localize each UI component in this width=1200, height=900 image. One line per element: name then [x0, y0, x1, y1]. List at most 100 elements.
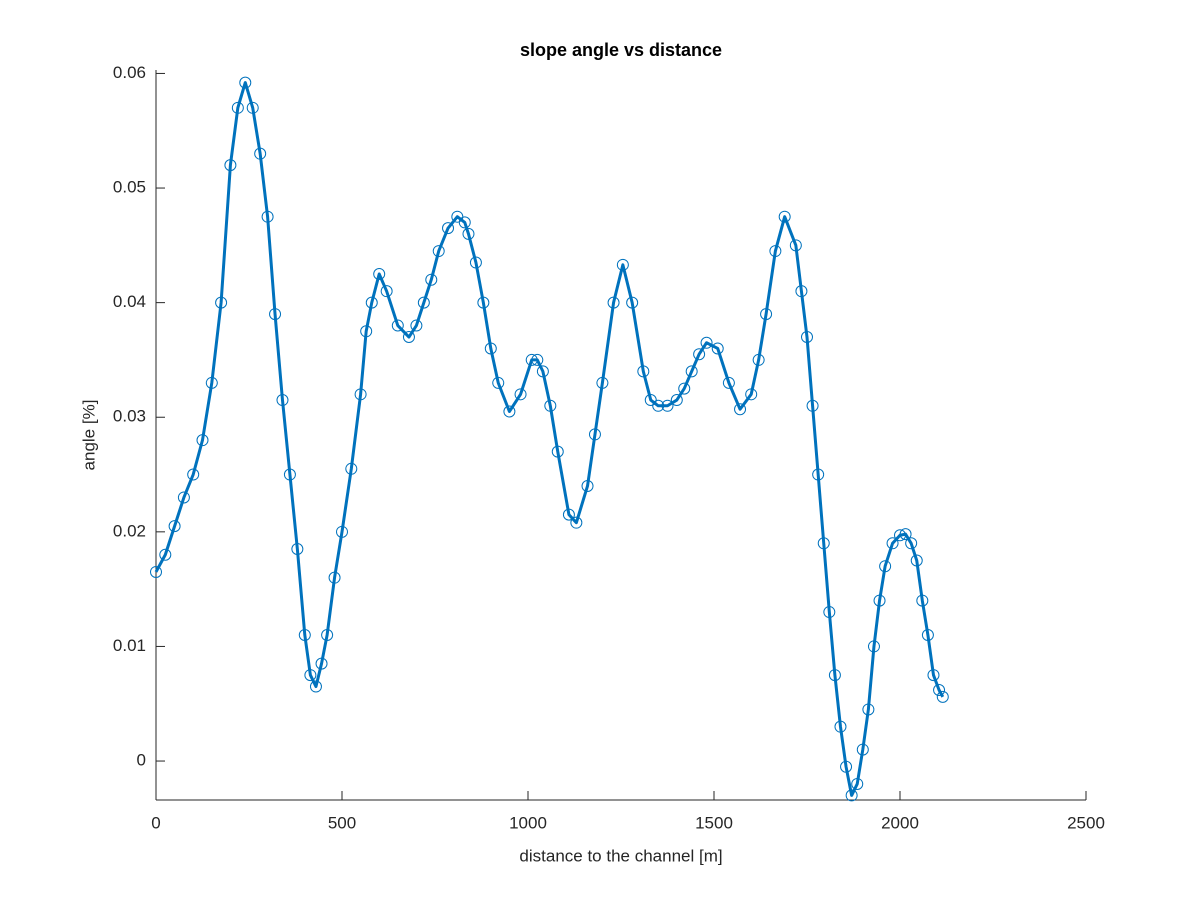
data-marker [291, 543, 304, 556]
y-tick-label: 0.03 [113, 407, 146, 426]
data-marker [276, 394, 289, 407]
data-line [154, 81, 945, 797]
data-marker [845, 789, 858, 802]
data-marker [927, 669, 940, 682]
data-marker [752, 353, 765, 366]
data-marker [921, 628, 934, 641]
data-marker [246, 101, 259, 114]
data-marker [544, 399, 557, 412]
data-marker [693, 348, 706, 361]
data-marker [899, 528, 912, 541]
data-marker [894, 529, 906, 542]
data-marker [425, 273, 438, 286]
data-marker [525, 353, 538, 366]
data-marker [795, 285, 808, 298]
data-marker [873, 594, 886, 607]
data-marker [778, 210, 791, 223]
data-marker [321, 628, 334, 641]
x-tick-label: 1000 [509, 813, 547, 832]
data-marker [886, 537, 899, 550]
data-marker [283, 468, 296, 481]
data-marker [867, 640, 880, 653]
data-marker [678, 382, 691, 395]
data-marker [239, 76, 252, 89]
data-marker [840, 760, 853, 773]
data-marker [298, 628, 311, 641]
data-marker [458, 216, 471, 229]
data-marker [817, 537, 830, 550]
data-marker [745, 388, 758, 401]
y-tick-label: 0.05 [113, 178, 146, 197]
data-marker [304, 669, 317, 682]
x-tick-label: 2500 [1067, 813, 1105, 832]
data-marker [345, 462, 358, 475]
data-marker [205, 376, 218, 389]
y-tick-label: 0 [137, 751, 146, 770]
data-marker [596, 376, 609, 389]
data-marker [432, 245, 445, 258]
data-marker [879, 560, 892, 573]
data-marker [862, 703, 875, 716]
data-marker [652, 399, 665, 412]
y-tick-label: 0.02 [113, 521, 146, 540]
data-marker [936, 690, 949, 703]
data-marker [823, 606, 836, 619]
y-tick-label: 0.06 [113, 63, 146, 82]
data-marker [933, 683, 946, 696]
data-marker [469, 256, 482, 269]
data-marker [661, 399, 674, 412]
data-marker [231, 101, 244, 114]
data-marker [177, 491, 190, 504]
x-tick-label: 1500 [695, 813, 733, 832]
data-marker [269, 308, 282, 321]
data-marker [451, 210, 464, 223]
data-marker [417, 296, 430, 309]
x-tick-label: 500 [328, 813, 356, 832]
data-marker [588, 428, 601, 441]
data-marker [700, 336, 713, 349]
data-marker [812, 468, 825, 481]
data-marker [514, 388, 527, 401]
data-marker [315, 657, 328, 670]
data-marker [536, 365, 549, 378]
data-marker [734, 403, 747, 416]
data-marker [910, 554, 923, 567]
data-marker [477, 296, 490, 309]
data-marker [462, 227, 475, 240]
data-marker [373, 267, 386, 280]
data-marker [402, 331, 415, 344]
data-marker [644, 394, 657, 407]
data-marker [159, 548, 172, 561]
data-marker [168, 520, 181, 533]
data-marker [607, 296, 620, 309]
x-tick-label: 2000 [881, 813, 919, 832]
data-marker [224, 159, 237, 172]
data-marker [354, 388, 367, 401]
data-marker [570, 516, 583, 529]
data-marker [760, 308, 773, 321]
data-marker [336, 525, 348, 538]
data-marker [196, 434, 209, 447]
data-marker [769, 245, 782, 258]
data-marker [905, 537, 918, 550]
data-marker [581, 479, 594, 492]
data-marker [722, 376, 735, 389]
y-tick-label: 0.01 [113, 636, 146, 655]
data-marker [834, 720, 847, 733]
data-marker [806, 399, 819, 412]
data-marker [531, 353, 544, 366]
data-marker [254, 147, 267, 160]
x-tick-label: 0 [151, 813, 160, 832]
chart-title: slope angle vs distance [520, 40, 722, 60]
data-marker [562, 508, 575, 521]
data-marker [360, 325, 373, 338]
data-marker [801, 331, 813, 344]
data-marker [328, 571, 341, 584]
data-marker [365, 296, 378, 309]
y-tick-label: 0.04 [113, 292, 146, 311]
data-marker [626, 296, 639, 309]
data-marker [380, 285, 393, 298]
data-marker [442, 222, 455, 235]
data-marker [685, 365, 698, 378]
